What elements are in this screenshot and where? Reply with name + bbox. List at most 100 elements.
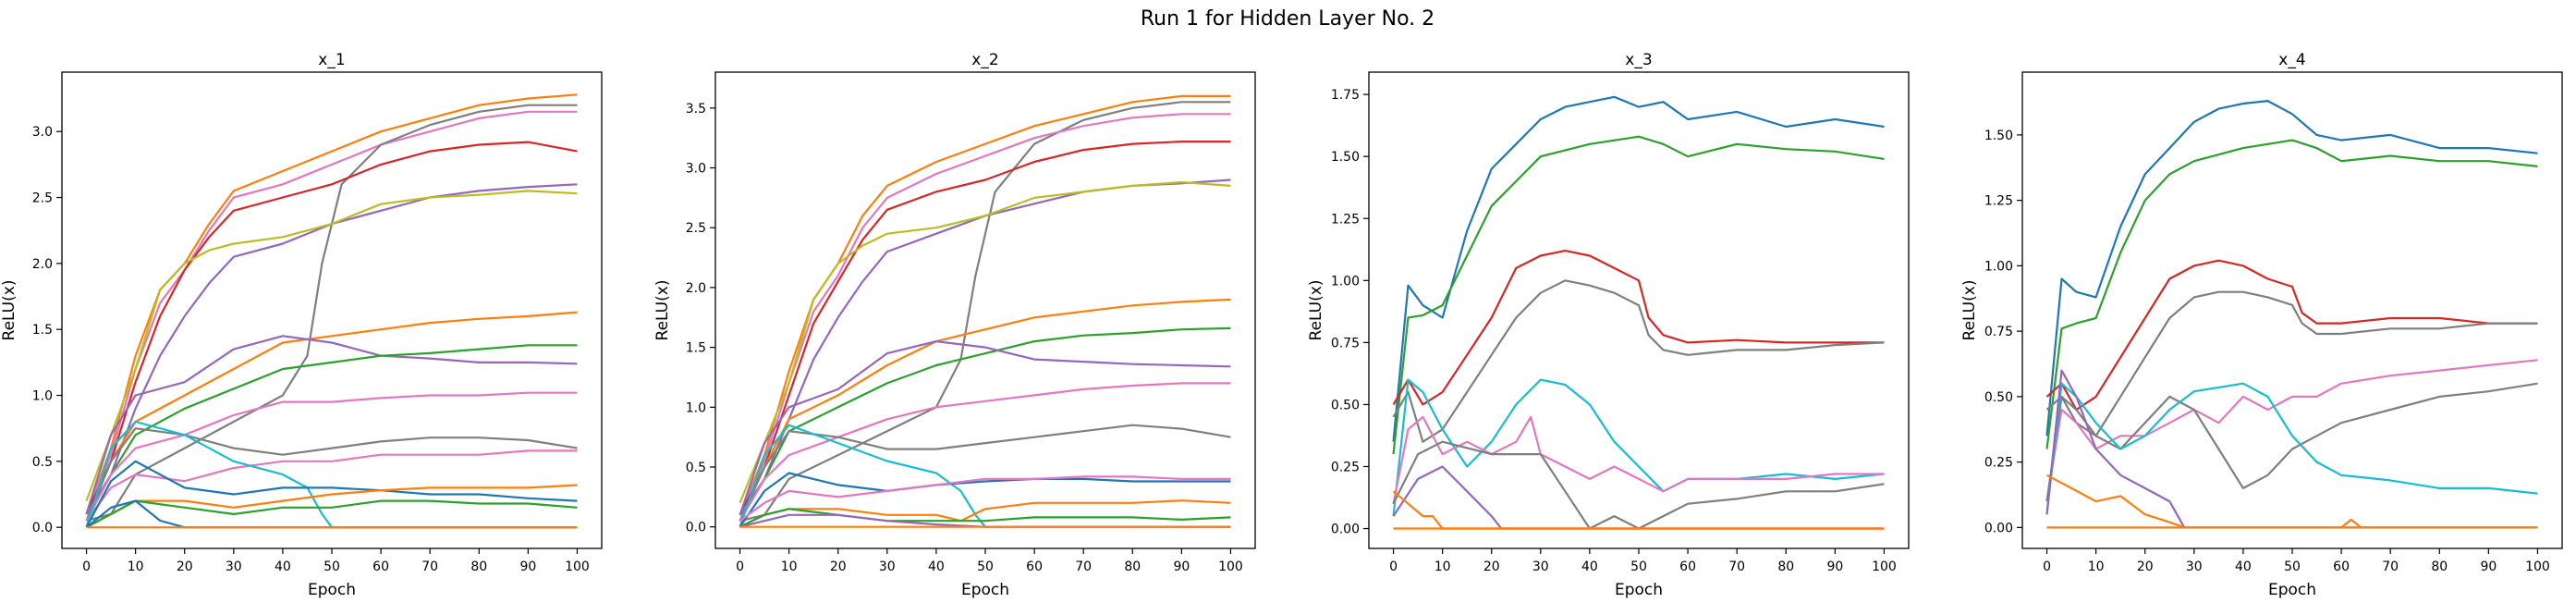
y-tick-label: 1.0 bbox=[686, 400, 706, 415]
x-tick-label: 100 bbox=[1872, 560, 1897, 574]
y-tick-label: 1.50 bbox=[1331, 150, 1360, 165]
subplot-title: x_4 bbox=[2278, 51, 2305, 69]
y-tick-label: 0.0 bbox=[32, 521, 53, 535]
x-tick-label: 20 bbox=[2137, 560, 2154, 574]
subplot-title: x_1 bbox=[318, 51, 345, 69]
x-tick-label: 10 bbox=[1435, 560, 1451, 574]
y-tick-label: 2.0 bbox=[686, 281, 706, 296]
y-tick-label: 1.5 bbox=[686, 341, 706, 356]
x-tick-label: 90 bbox=[1826, 560, 1843, 574]
x-tick-label: 40 bbox=[2235, 560, 2252, 574]
y-axis-label: ReLU(x) bbox=[1307, 280, 1325, 341]
subplot-title: x_2 bbox=[971, 51, 998, 69]
y-tick-label: 0.50 bbox=[1331, 398, 1360, 412]
y-tick-label: 2.0 bbox=[32, 257, 53, 272]
subplot-grid: 0 10 20 30 40 50 60 70 80 90 1000.00.51.01.52.02.5… bbox=[0, 51, 2563, 599]
y-tick-label: 2.5 bbox=[32, 191, 53, 206]
series-group bbox=[85, 93, 578, 529]
x-tick-label: 40 bbox=[928, 560, 945, 574]
subplot-4: 0 10 20 30 40 50 60 70 80 90 100 0.00 0.25 0.50 0.75 1.… bbox=[1960, 51, 2563, 599]
y-tick-label: 3.0 bbox=[686, 162, 706, 177]
series-line-7 bbox=[739, 298, 1231, 522]
x-tick-label: 100 bbox=[2525, 560, 2550, 574]
x-tick-label: 10 bbox=[781, 560, 798, 574]
series-line-11 bbox=[739, 424, 1231, 522]
x-tick-label: 0 bbox=[2043, 560, 2051, 574]
axes-frame bbox=[1368, 71, 1910, 549]
x-tick-label: 80 bbox=[470, 560, 487, 574]
x-tick-label: 10 bbox=[2088, 560, 2105, 574]
x-tick-label: 60 bbox=[372, 560, 389, 574]
y-axis-label: ReLU(x) bbox=[0, 280, 18, 341]
series-line-14 bbox=[85, 460, 578, 528]
series-line-3 bbox=[739, 113, 1231, 516]
y-tick-label: 3.5 bbox=[686, 102, 706, 117]
series-line-9 bbox=[739, 340, 1231, 516]
series-line-1 bbox=[85, 93, 578, 515]
x-tick-label: 70 bbox=[421, 560, 438, 574]
x-axis-label: Epoch bbox=[1615, 581, 1663, 599]
y-tick-label: 1.75 bbox=[1331, 88, 1360, 103]
x-tick-label: 50 bbox=[1630, 560, 1647, 574]
x-tick-label: 0 bbox=[1389, 560, 1398, 574]
x-tick-label: 60 bbox=[1679, 560, 1696, 574]
series-line-4 bbox=[2045, 290, 2538, 437]
series-line-12 bbox=[85, 449, 578, 522]
y-tick-label: 1.00 bbox=[1331, 274, 1360, 289]
series-line-6 bbox=[739, 180, 1231, 504]
y-tick-label: 2.5 bbox=[686, 221, 706, 236]
x-tick-label: 0 bbox=[736, 560, 744, 574]
series-line-10 bbox=[85, 391, 578, 522]
x-tick-label: 70 bbox=[2382, 560, 2399, 574]
x-tick-label: 90 bbox=[2480, 560, 2497, 574]
series-line-1 bbox=[2045, 100, 2538, 437]
subplot-3: 0 10 20 30 40 50 60 70 80 90 100 0.00 0.25 0.50 0.75 1.… bbox=[1307, 51, 1910, 599]
axes-frame bbox=[2021, 71, 2563, 549]
y-tick-label: 1.25 bbox=[1331, 212, 1360, 227]
series-line-8 bbox=[739, 326, 1231, 522]
series-line-3 bbox=[86, 104, 578, 523]
series-line-11 bbox=[85, 427, 578, 522]
y-tick-label: 0.5 bbox=[686, 461, 706, 475]
x-axis-label: Epoch bbox=[2268, 581, 2316, 599]
y-tick-label: 1.50 bbox=[1984, 129, 2013, 143]
series-line-5 bbox=[2045, 359, 2538, 502]
y-tick-label: 0.50 bbox=[1984, 390, 2013, 405]
series-line-8 bbox=[2045, 369, 2538, 529]
y-tick-label: 0.00 bbox=[1984, 521, 2013, 535]
axes-frame bbox=[61, 71, 603, 549]
series-line-5 bbox=[85, 183, 578, 515]
series-line-4 bbox=[739, 141, 1231, 516]
series-line-2 bbox=[2045, 139, 2538, 449]
x-tick-label: 80 bbox=[2431, 560, 2448, 574]
x-tick-label: 20 bbox=[177, 560, 193, 574]
series-line-6 bbox=[1392, 415, 1885, 504]
series-line-13 bbox=[85, 420, 578, 529]
x-tick-label: 100 bbox=[565, 560, 590, 574]
x-tick-label: 90 bbox=[519, 560, 536, 574]
subplot-1: 0 10 20 30 40 50 60 70 80 90 100 0.0 0.5 1.0 1.5 2.0 2.5… bbox=[0, 51, 603, 599]
series-line-16 bbox=[85, 499, 578, 529]
x-tick-label: 30 bbox=[226, 560, 242, 574]
x-tick-label: 70 bbox=[1075, 560, 1092, 574]
series-line-2 bbox=[1392, 135, 1885, 455]
x-tick-label: 50 bbox=[324, 560, 340, 574]
x-tick-label: 80 bbox=[1777, 560, 1794, 574]
x-tick-label: 50 bbox=[2284, 560, 2301, 574]
series-line-4 bbox=[85, 141, 578, 515]
x-tick-label: 20 bbox=[1483, 560, 1500, 574]
subplot-title: x_3 bbox=[1625, 51, 1652, 69]
x-tick-label: 20 bbox=[830, 560, 847, 574]
x-tick-label: 60 bbox=[1026, 560, 1043, 574]
series-line-1 bbox=[1392, 95, 1885, 442]
x-tick-label: 80 bbox=[1124, 560, 1141, 574]
series-line-9 bbox=[2045, 474, 2538, 529]
series-line-9 bbox=[1392, 490, 1885, 530]
x-tick-label: 100 bbox=[1218, 560, 1243, 574]
series-line-15 bbox=[739, 499, 1231, 528]
x-axis-label: Epoch bbox=[308, 581, 356, 599]
series-group bbox=[2045, 100, 2538, 529]
x-tick-label: 30 bbox=[879, 560, 896, 574]
y-tick-label: 0.25 bbox=[1331, 460, 1360, 474]
series-line-7 bbox=[2045, 382, 2538, 515]
